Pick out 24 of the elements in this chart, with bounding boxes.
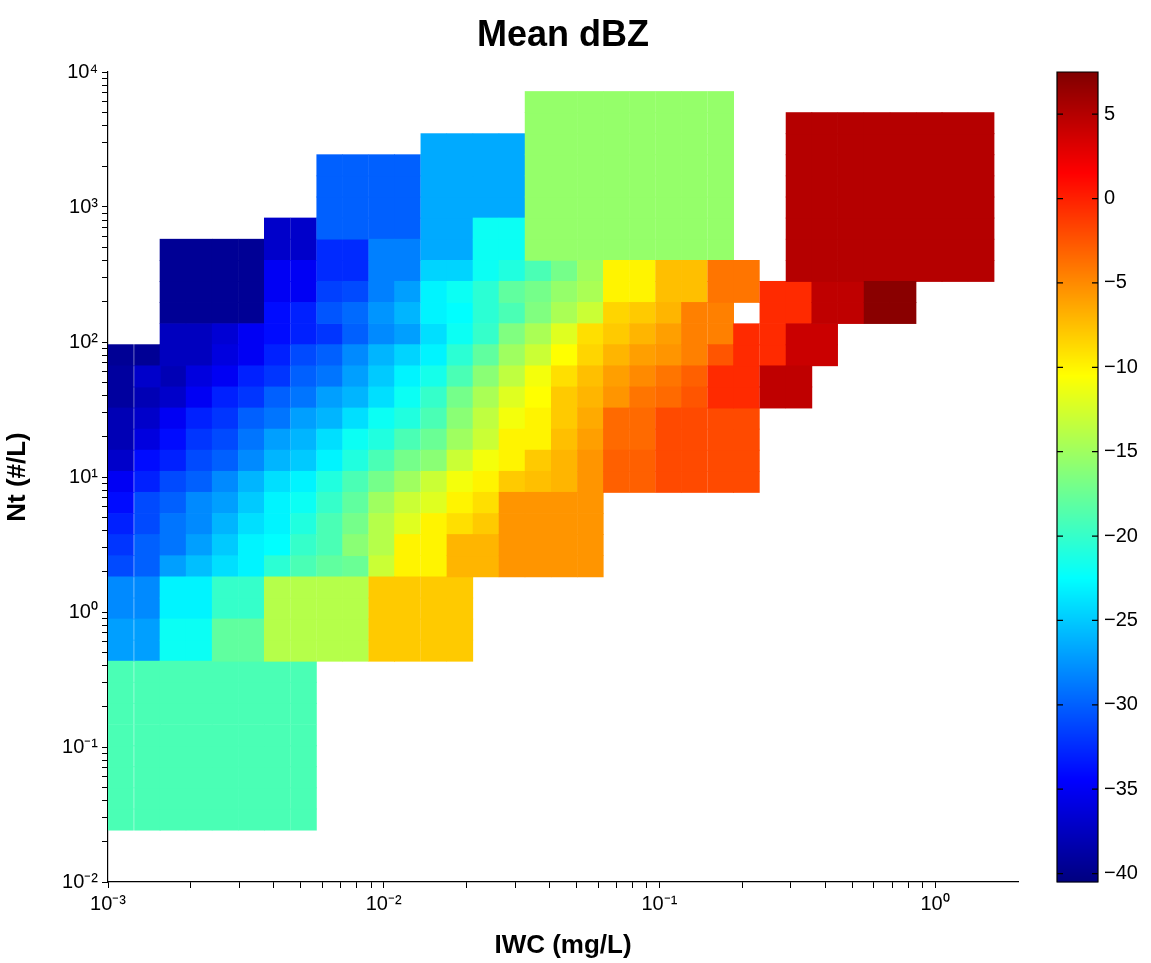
y-tick-label: 10¹ [69, 464, 99, 487]
color-bar-label: 0 [1104, 186, 1116, 209]
color-bar-label: −5 [1104, 270, 1127, 293]
x-tick-label: 10⁰ [920, 891, 950, 914]
y-tick-label: 10⁰ [68, 599, 98, 622]
y-tick-label: 10⁻¹ [62, 734, 99, 757]
y-tick-label: 10⁻² [62, 869, 99, 892]
color-bar-label: −10 [1104, 354, 1138, 377]
y-tick-label: 10⁴ [67, 59, 98, 82]
x-tick-label: 10⁻² [365, 891, 402, 914]
color-bar-label: −20 [1104, 523, 1138, 546]
x-tick-label: 10⁻¹ [641, 891, 678, 914]
color-bar-label: 5 [1104, 101, 1116, 124]
color-bar-label: −30 [1104, 692, 1138, 715]
color-bar-label: −15 [1104, 439, 1138, 462]
x-tick-label: 10⁻³ [90, 891, 127, 914]
color-bar-label: −40 [1104, 861, 1138, 884]
color-bar-label: −35 [1104, 776, 1138, 799]
color-bar-label: −25 [1104, 607, 1138, 630]
y-axis-title: Nt (#/L) [0, 432, 31, 522]
x-axis-title: IWC (mg/L) [494, 928, 632, 959]
y-tick-label: 10² [69, 329, 99, 352]
chart-title: Mean dBZ [476, 12, 650, 54]
y-tick-label: 10³ [69, 194, 99, 217]
